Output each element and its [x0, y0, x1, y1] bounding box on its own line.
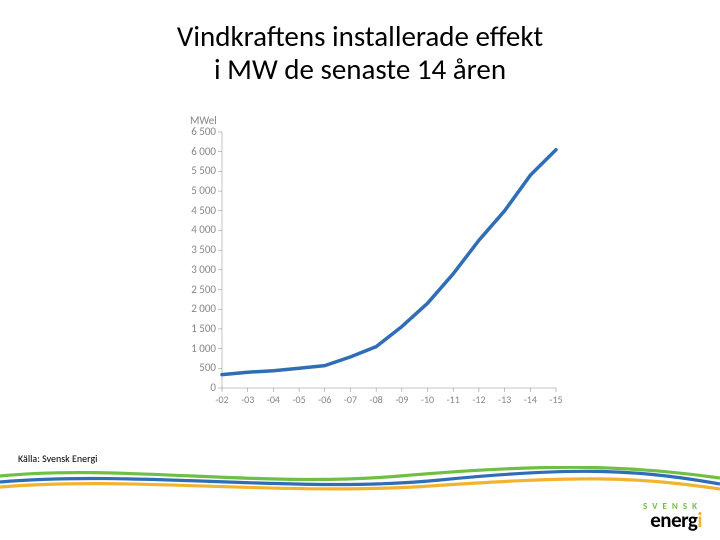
- logo-dot-icon: i: [697, 507, 702, 533]
- y-tick-label: 500: [176, 361, 216, 374]
- x-tick-label: -12: [472, 393, 485, 406]
- logo: SVENSK energi: [643, 501, 702, 530]
- y-tick-label: 4 000: [176, 223, 216, 236]
- footer-waves-icon: [0, 466, 720, 492]
- x-tick-label: -04: [267, 393, 280, 406]
- x-tick-label: -06: [318, 393, 331, 406]
- x-tick-label: -13: [498, 393, 511, 406]
- y-tick-label: 6 000: [176, 145, 216, 158]
- title-block: Vindkraftens installerade effekt i MW de…: [0, 20, 720, 87]
- title-line-1: Vindkraftens installerade effekt: [0, 20, 720, 53]
- slide: Vindkraftens installerade effekt i MW de…: [0, 0, 720, 540]
- y-tick-label: 2 000: [176, 302, 216, 315]
- chart: MWel 05001 0001 5002 0002 5003 0003 5004…: [170, 120, 570, 420]
- logo-bottom-pre: energ: [650, 507, 697, 533]
- source-text: Källa: Svensk Energi: [18, 452, 97, 465]
- y-tick-label: 3 500: [176, 243, 216, 256]
- x-tick-label: -05: [292, 393, 305, 406]
- x-tick-label: -08: [370, 393, 383, 406]
- x-tick-label: -03: [241, 393, 254, 406]
- x-tick-label: -15: [549, 393, 562, 406]
- y-tick-label: 2 500: [176, 283, 216, 296]
- x-tick-label: -14: [524, 393, 537, 406]
- logo-bottom-text: energi: [643, 512, 702, 530]
- x-tick-label: -09: [395, 393, 408, 406]
- y-tick-label: 1 000: [176, 342, 216, 355]
- y-tick-label: 0: [176, 381, 216, 394]
- x-tick-label: -10: [421, 393, 434, 406]
- y-tick-label: 6 500: [176, 125, 216, 138]
- x-tick-label: -07: [344, 393, 357, 406]
- chart-svg: [170, 120, 570, 420]
- y-tick-label: 5 500: [176, 164, 216, 177]
- x-tick-label: -02: [215, 393, 228, 406]
- y-tick-label: 3 000: [176, 263, 216, 276]
- y-tick-label: 4 500: [176, 204, 216, 217]
- title-line-2: i MW de senaste 14 åren: [0, 53, 720, 86]
- y-tick-label: 5 000: [176, 184, 216, 197]
- x-tick-label: -11: [447, 393, 460, 406]
- y-tick-label: 1 500: [176, 322, 216, 335]
